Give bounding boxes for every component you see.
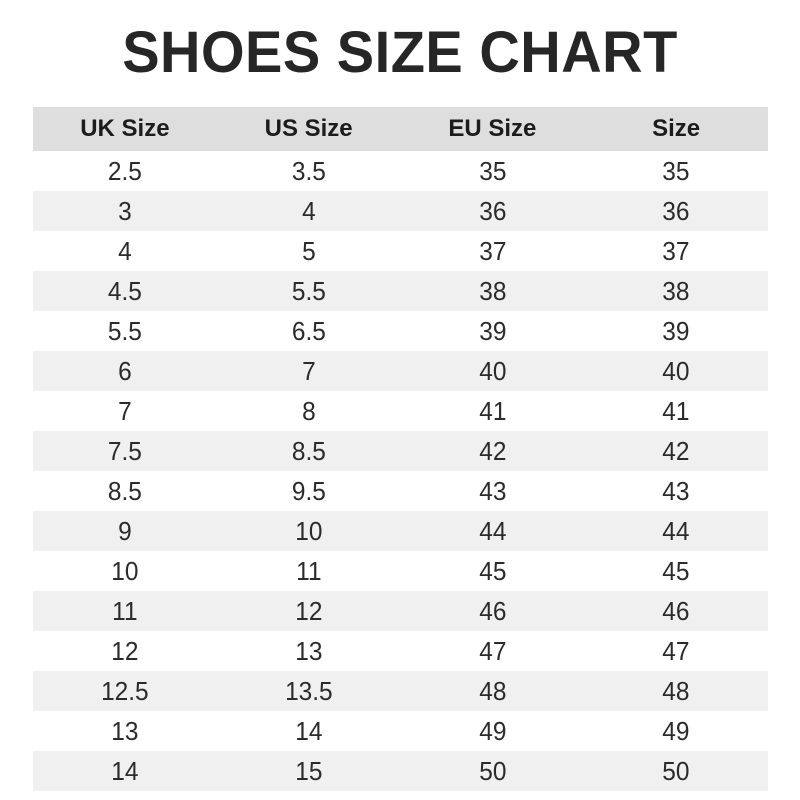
table-row: 10 11 45 45 (33, 551, 768, 591)
table-cell: 14 (111, 755, 139, 786)
table-cell: 7.5 (107, 435, 142, 466)
table-body: 2.5 3.5 35 35 3 4 36 36 4 5 37 37 4.5 5.5 38 38 5.5 6.5 39… (33, 151, 768, 791)
table-cell: 4 (301, 195, 316, 226)
table-cell: 5.5 (291, 275, 326, 306)
table-row: 7 8 41 41 (33, 391, 768, 431)
table-cell: 50 (662, 755, 690, 786)
table-cell: 5 (301, 235, 316, 266)
column-header-eu-size: EU Size (448, 115, 537, 142)
table-cell: 7 (301, 355, 316, 386)
table-row: 7.5 8.5 42 42 (33, 431, 768, 471)
column-header-uk-size: UK Size (80, 115, 170, 142)
table-cell: 6 (118, 355, 132, 386)
table-cell: 35 (478, 155, 506, 186)
table-cell: 4.5 (107, 275, 142, 306)
table-row: 6 7 40 40 (33, 351, 768, 391)
table-cell: 10 (111, 555, 139, 586)
table-cell: 37 (662, 235, 690, 266)
column-header-size: Size (652, 115, 701, 142)
table-cell: 11 (112, 595, 138, 626)
table-row: 12 13 47 47 (33, 631, 768, 671)
table-cell: 46 (478, 595, 506, 626)
table-cell: 41 (478, 395, 506, 426)
table-cell: 48 (478, 675, 506, 706)
table-cell: 45 (662, 555, 690, 586)
table-cell: 9 (118, 515, 132, 546)
table-cell: 12 (295, 595, 323, 626)
table-cell: 9.5 (291, 475, 326, 506)
table-cell: 6.5 (291, 315, 326, 346)
table-row: 4.5 5.5 38 38 (33, 271, 768, 311)
table-cell: 14 (295, 715, 323, 746)
table-row: 5.5 6.5 39 39 (33, 311, 768, 351)
table-cell: 13 (295, 635, 323, 666)
column-header-us-size: US Size (264, 115, 353, 142)
table-cell: 44 (478, 515, 506, 546)
table-row: 11 12 46 46 (33, 591, 768, 631)
table-cell: 50 (478, 755, 506, 786)
table-cell: 8.5 (291, 435, 326, 466)
table-header-row: UK Size US Size EU Size Size (33, 107, 768, 151)
table-cell: 3.5 (291, 155, 326, 186)
table-cell: 40 (662, 355, 690, 386)
size-chart-table: UK Size US Size EU Size Size 2.5 3.5 35 35 3… (33, 107, 768, 791)
table-cell: 8 (301, 395, 316, 426)
table-cell: 12.5 (101, 675, 149, 706)
table-cell: 38 (662, 275, 690, 306)
table-row: 4 5 37 37 (33, 231, 768, 271)
table-cell: 48 (662, 675, 690, 706)
table-cell: 2.5 (107, 155, 142, 186)
table-cell: 3 (118, 195, 132, 226)
table-row: 8.5 9.5 43 43 (33, 471, 768, 511)
table-cell: 44 (662, 515, 690, 546)
table-cell: 15 (295, 755, 323, 786)
table-cell: 36 (478, 195, 506, 226)
table-cell: 7 (118, 395, 132, 426)
table-cell: 5.5 (107, 315, 142, 346)
table-cell: 42 (662, 435, 690, 466)
table-cell: 39 (478, 315, 506, 346)
table-cell: 39 (662, 315, 690, 346)
table-row: 9 10 44 44 (33, 511, 768, 551)
table-cell: 36 (662, 195, 690, 226)
table-cell: 13.5 (284, 675, 333, 706)
table-cell: 4 (118, 235, 132, 266)
table-cell: 12 (111, 635, 139, 666)
table-cell: 13 (111, 715, 139, 746)
table-row: 14 15 50 50 (33, 751, 768, 791)
table-cell: 47 (478, 635, 506, 666)
table-cell: 37 (478, 235, 506, 266)
table-cell: 47 (662, 635, 690, 666)
table-row: 12.5 13.5 48 48 (33, 671, 768, 711)
table-cell: 42 (478, 435, 506, 466)
table-cell: 35 (662, 155, 690, 186)
table-cell: 10 (295, 515, 323, 546)
table-cell: 38 (478, 275, 506, 306)
table-cell: 45 (478, 555, 506, 586)
table-row: 2.5 3.5 35 35 (33, 151, 768, 191)
table-cell: 49 (662, 715, 690, 746)
table-cell: 8.5 (107, 475, 142, 506)
table-row: 13 14 49 49 (33, 711, 768, 751)
table-cell: 49 (478, 715, 506, 746)
page-title: SHOES SIZE CHART (122, 19, 678, 85)
table-cell: 11 (295, 555, 322, 586)
table-row: 3 4 36 36 (33, 191, 768, 231)
table-cell: 41 (662, 395, 690, 426)
table-cell: 43 (662, 475, 690, 506)
table-cell: 40 (478, 355, 506, 386)
table-cell: 46 (662, 595, 690, 626)
table-cell: 43 (478, 475, 506, 506)
